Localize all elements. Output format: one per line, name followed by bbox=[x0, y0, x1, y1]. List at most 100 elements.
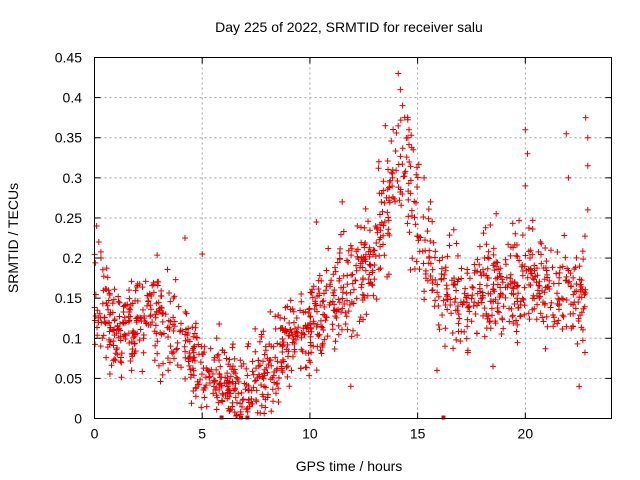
data-point bbox=[538, 260, 545, 267]
data-point bbox=[563, 323, 570, 330]
data-point bbox=[286, 320, 293, 327]
data-point bbox=[497, 290, 504, 297]
data-point bbox=[537, 239, 544, 246]
data-point bbox=[408, 207, 415, 214]
data-point bbox=[386, 184, 393, 191]
data-point bbox=[381, 219, 388, 226]
data-point bbox=[262, 396, 269, 403]
data-point bbox=[147, 302, 154, 309]
data-point bbox=[206, 373, 213, 380]
data-point bbox=[353, 267, 360, 274]
data-point bbox=[192, 393, 199, 400]
data-point bbox=[517, 313, 524, 320]
data-point bbox=[426, 254, 433, 261]
data-point bbox=[514, 283, 521, 290]
data-point bbox=[113, 330, 120, 337]
data-point bbox=[357, 314, 364, 321]
data-point bbox=[107, 338, 114, 345]
data-point bbox=[207, 345, 214, 352]
data-point bbox=[268, 362, 275, 369]
data-point bbox=[497, 284, 504, 291]
data-point bbox=[190, 343, 197, 350]
data-point bbox=[435, 303, 442, 310]
data-point bbox=[293, 315, 300, 322]
data-point bbox=[440, 297, 447, 304]
data-point bbox=[347, 242, 354, 249]
data-point bbox=[406, 229, 413, 236]
data-point bbox=[230, 368, 237, 375]
data-point bbox=[453, 336, 460, 343]
data-point bbox=[205, 368, 212, 375]
data-point bbox=[442, 302, 449, 309]
data-point bbox=[186, 362, 193, 369]
data-point bbox=[331, 346, 338, 353]
data-point bbox=[358, 284, 365, 291]
data-point bbox=[109, 300, 116, 307]
data-point bbox=[430, 239, 437, 246]
data-point bbox=[526, 316, 533, 323]
data-point bbox=[348, 333, 355, 340]
data-point bbox=[472, 310, 479, 317]
data-point bbox=[335, 306, 342, 313]
data-point bbox=[421, 288, 428, 295]
data-point bbox=[349, 271, 356, 278]
data-point bbox=[348, 272, 355, 279]
data-point bbox=[514, 339, 521, 346]
data-point bbox=[416, 233, 423, 240]
data-point bbox=[134, 297, 141, 304]
data-point bbox=[579, 337, 586, 344]
data-point bbox=[452, 295, 459, 302]
data-point bbox=[531, 267, 538, 274]
data-point bbox=[261, 366, 268, 373]
data-point bbox=[213, 335, 220, 342]
data-point bbox=[121, 302, 128, 309]
data-point bbox=[576, 276, 583, 283]
data-point bbox=[92, 259, 99, 266]
data-point bbox=[275, 312, 282, 319]
data-point bbox=[529, 217, 536, 224]
data-point bbox=[439, 311, 446, 318]
data-point bbox=[238, 389, 245, 396]
data-point bbox=[342, 309, 349, 316]
data-point bbox=[375, 165, 382, 172]
data-point bbox=[126, 287, 133, 294]
data-point bbox=[544, 323, 551, 330]
data-point bbox=[476, 281, 483, 288]
data-point bbox=[483, 310, 490, 317]
data-point bbox=[117, 358, 124, 365]
data-point bbox=[310, 283, 317, 290]
data-point bbox=[527, 247, 534, 254]
data-point bbox=[582, 289, 589, 296]
data-point bbox=[336, 277, 343, 284]
data-point bbox=[509, 220, 516, 227]
data-point bbox=[580, 256, 587, 263]
data-point bbox=[542, 244, 549, 251]
data-point bbox=[425, 260, 432, 267]
outlier-point bbox=[347, 383, 354, 390]
data-point bbox=[397, 117, 404, 124]
data-point bbox=[521, 284, 528, 291]
data-point bbox=[335, 296, 342, 303]
data-point bbox=[256, 373, 263, 380]
data-point bbox=[434, 289, 441, 296]
data-point bbox=[226, 407, 233, 414]
data-point bbox=[510, 320, 517, 327]
data-point bbox=[310, 318, 317, 325]
data-point bbox=[566, 278, 573, 285]
data-point bbox=[166, 326, 173, 333]
data-point bbox=[153, 330, 160, 337]
data-point bbox=[385, 214, 392, 221]
data-point bbox=[386, 178, 393, 185]
data-point bbox=[452, 307, 459, 314]
data-point bbox=[128, 278, 135, 285]
data-point bbox=[451, 281, 458, 288]
data-point bbox=[455, 303, 462, 310]
data-point bbox=[521, 311, 528, 318]
data-point bbox=[275, 374, 282, 381]
data-point bbox=[245, 340, 252, 347]
data-point bbox=[323, 313, 330, 320]
data-point bbox=[366, 253, 373, 260]
data-point bbox=[505, 241, 512, 248]
data-point bbox=[292, 330, 299, 337]
data-point bbox=[492, 318, 499, 325]
